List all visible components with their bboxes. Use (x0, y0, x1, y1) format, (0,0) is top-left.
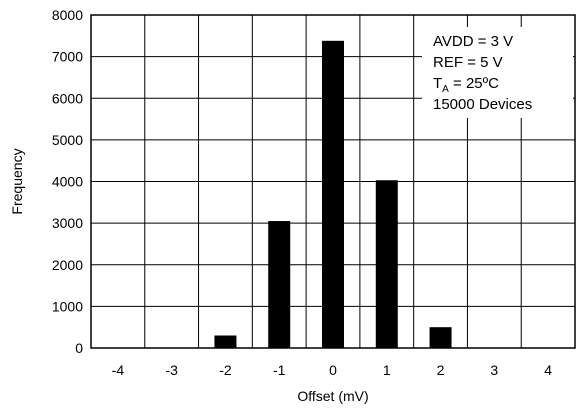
bars (214, 40, 452, 349)
bar-1 (375, 180, 398, 348)
y-tick-label: 3000 (52, 215, 83, 231)
annotation-line: AVDD = 3 V (433, 33, 513, 50)
y-tick-label: 6000 (52, 90, 83, 106)
y-tick-label: 2000 (52, 257, 83, 273)
y-tick-label: 7000 (52, 49, 83, 65)
bar--2 (214, 335, 237, 348)
x-tick-labels: -4 -3 -2 -1 0 1 2 3 4 (112, 362, 553, 378)
x-tick-label: 4 (544, 362, 552, 378)
x-tick-label: 1 (383, 362, 391, 378)
x-tick-label: 0 (329, 362, 337, 378)
y-axis-title: Frequency (9, 148, 25, 214)
annotation-line: REF = 5 V (433, 54, 503, 71)
x-tick-label: -2 (219, 362, 232, 378)
y-tick-labels: 0 1000 2000 3000 4000 5000 6000 7000 8000 (52, 7, 83, 356)
y-tick-label: 5000 (52, 132, 83, 148)
x-tick-label: -3 (165, 362, 178, 378)
x-tick-label: 2 (437, 362, 445, 378)
bar--1 (268, 221, 291, 348)
annotation-background (422, 27, 573, 118)
x-tick-label: -4 (112, 362, 125, 378)
y-tick-label: 8000 (52, 7, 83, 23)
y-tick-label: 1000 (52, 298, 83, 314)
annotation-line: TA = 25ºC (433, 75, 499, 95)
plot-frame (90, 14, 576, 349)
y-tick-label: 0 (75, 340, 83, 356)
bar-0 (322, 40, 344, 349)
x-tick-label: 3 (490, 362, 498, 378)
bar-2 (429, 327, 452, 348)
x-axis-title: Offset (mV) (297, 388, 368, 404)
x-tick-label: -1 (273, 362, 286, 378)
y-tick-label: 4000 (52, 174, 83, 190)
annotation-line: 15000 Devices (433, 96, 532, 113)
